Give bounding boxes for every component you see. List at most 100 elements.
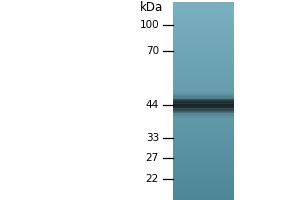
Bar	[172, 61, 234, 62]
Text: 22: 22	[146, 174, 159, 184]
Bar	[172, 15, 234, 16]
Bar	[172, 5, 234, 6]
Bar	[172, 96, 234, 97]
Bar	[172, 142, 234, 143]
Bar	[172, 54, 234, 55]
Bar	[172, 9, 234, 10]
Bar	[172, 46, 234, 47]
Bar	[172, 96, 234, 97]
Bar	[172, 13, 234, 14]
Bar	[172, 122, 234, 123]
Bar	[172, 111, 234, 112]
Bar	[172, 52, 234, 53]
Bar	[172, 147, 234, 148]
Bar	[172, 110, 234, 111]
Bar	[172, 148, 234, 149]
Bar	[172, 29, 234, 30]
Bar	[172, 194, 234, 195]
Bar	[172, 66, 234, 67]
Bar	[172, 92, 234, 93]
Bar	[172, 22, 234, 23]
Bar	[172, 8, 234, 9]
Bar	[172, 28, 234, 29]
Bar	[172, 106, 234, 107]
Bar	[172, 104, 234, 105]
Bar	[172, 38, 234, 39]
Bar	[172, 123, 234, 124]
Bar	[172, 95, 234, 96]
Bar	[172, 47, 234, 48]
Bar	[172, 193, 234, 194]
Bar	[172, 113, 234, 114]
Bar	[172, 31, 234, 32]
Bar	[172, 25, 234, 26]
Bar	[172, 57, 234, 58]
Bar	[172, 176, 234, 177]
Bar	[172, 59, 234, 61]
Bar	[172, 123, 234, 124]
Bar	[172, 4, 234, 5]
Bar	[172, 104, 234, 105]
Bar	[172, 48, 234, 49]
Bar	[172, 163, 234, 164]
Bar	[172, 19, 234, 20]
Bar	[172, 86, 234, 88]
Bar	[172, 153, 234, 154]
Bar	[172, 72, 234, 73]
Bar	[172, 14, 234, 15]
Bar	[172, 179, 234, 180]
Bar	[172, 183, 234, 184]
Bar	[172, 140, 234, 141]
Bar	[172, 76, 234, 77]
Bar	[172, 88, 234, 89]
Bar	[172, 150, 234, 151]
Bar	[172, 102, 234, 103]
Bar	[172, 40, 234, 41]
Bar	[172, 132, 234, 133]
Bar	[172, 127, 234, 128]
Bar	[172, 100, 234, 101]
Bar	[172, 75, 234, 76]
Text: 70: 70	[146, 46, 159, 56]
Bar	[172, 157, 234, 158]
Bar	[172, 184, 234, 186]
Bar	[172, 102, 234, 103]
Bar	[172, 186, 234, 188]
Bar	[172, 158, 234, 159]
Bar	[172, 141, 234, 142]
Bar	[172, 23, 234, 24]
Bar	[172, 63, 234, 64]
Bar	[172, 124, 234, 125]
Bar	[172, 31, 234, 32]
Bar	[172, 188, 234, 189]
Bar	[172, 134, 234, 135]
Bar	[172, 90, 234, 91]
Bar	[172, 27, 234, 28]
Bar	[172, 186, 234, 187]
Bar	[172, 11, 234, 13]
Bar	[172, 162, 234, 163]
Bar	[172, 129, 234, 130]
Bar	[172, 183, 234, 184]
Bar	[172, 180, 234, 181]
Bar	[172, 144, 234, 145]
Bar	[172, 173, 234, 174]
Bar	[172, 58, 234, 59]
Bar	[172, 42, 234, 43]
Bar	[172, 105, 234, 106]
Bar	[172, 159, 234, 161]
Bar	[172, 174, 234, 175]
Text: 44: 44	[146, 100, 159, 110]
Bar	[172, 7, 234, 8]
Bar	[172, 17, 234, 18]
Bar	[172, 65, 234, 66]
Bar	[172, 184, 234, 185]
Bar	[172, 114, 234, 115]
Bar	[172, 48, 234, 49]
Bar	[172, 81, 234, 82]
Bar	[172, 135, 234, 136]
Bar	[172, 42, 234, 43]
Bar	[172, 35, 234, 36]
Bar	[172, 146, 234, 147]
Bar	[172, 169, 234, 170]
